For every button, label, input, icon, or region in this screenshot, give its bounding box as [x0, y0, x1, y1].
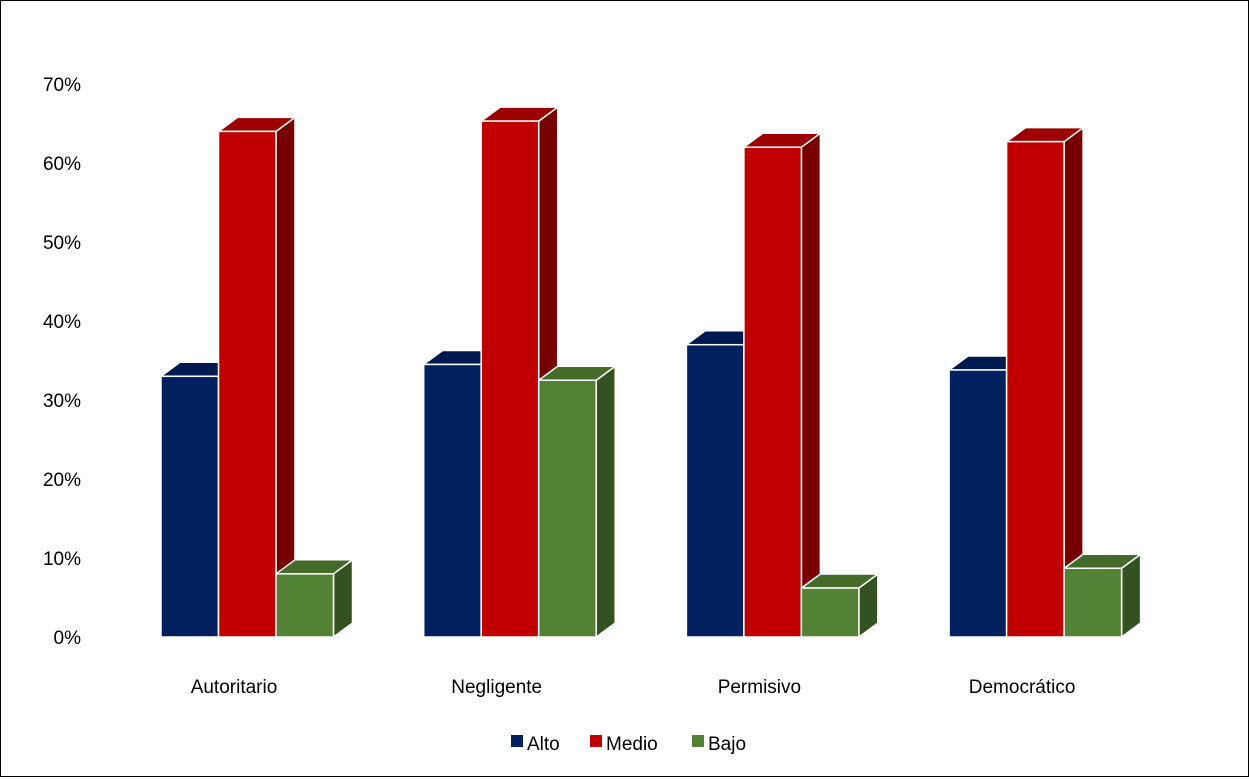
bar-side-face — [595, 365, 616, 638]
bars — [160, 106, 1142, 638]
bar-front-face — [422, 363, 482, 638]
bar-group-0 — [160, 116, 354, 638]
x-axis: Autoritario Negligente Permisivo Democrátic… — [191, 677, 1076, 698]
bar-front-face — [948, 369, 1008, 638]
x-category-label: Democrático — [969, 677, 1076, 698]
bar-side-face — [275, 116, 296, 638]
bar-medio-0 — [217, 116, 296, 638]
legend-swatch — [692, 735, 704, 747]
legend-label: Medio — [606, 734, 658, 755]
bar-front-face — [275, 573, 335, 638]
bar-group-3 — [948, 126, 1142, 638]
bar-group-1 — [422, 106, 616, 638]
legend-label: Alto — [527, 734, 560, 755]
bar-medio-3 — [1005, 126, 1084, 638]
bar-front-face — [685, 343, 745, 638]
x-category-label: Negligente — [451, 677, 542, 698]
bar-bajo-2 — [800, 573, 879, 638]
legend-item-bajo: Bajo — [692, 734, 746, 755]
legend-label: Bajo — [708, 734, 746, 755]
legend: Alto Medio Bajo — [511, 734, 746, 755]
bar-medio-2 — [743, 132, 822, 638]
bar-bajo-0 — [275, 559, 354, 638]
x-category-label: Autoritario — [191, 677, 278, 698]
y-tick-label: 0% — [54, 628, 82, 649]
y-tick-label: 60% — [43, 154, 81, 175]
legend-swatch — [590, 735, 602, 747]
bar-front-face — [743, 146, 803, 638]
bar-front-face — [160, 375, 220, 638]
y-tick-label: 40% — [43, 312, 81, 333]
legend-item-medio: Medio — [590, 734, 658, 755]
y-tick-label: 30% — [43, 391, 81, 412]
bar-front-face — [537, 379, 597, 638]
bar-front-face — [800, 587, 860, 638]
legend-swatch — [511, 735, 523, 747]
y-axis: 0% 10% 20% 30% 40% 50% 60% 70% — [43, 75, 81, 649]
bar-bajo-1 — [537, 365, 616, 638]
legend-item-alto: Alto — [511, 734, 560, 755]
y-tick-label: 50% — [43, 233, 81, 254]
bar-front-face — [1063, 567, 1123, 638]
y-tick-label: 20% — [43, 470, 81, 491]
bar-bajo-3 — [1063, 553, 1142, 638]
bar-front-face — [1005, 140, 1065, 638]
bar-group-2 — [685, 132, 879, 638]
y-tick-label: 10% — [43, 549, 81, 570]
bar-side-face — [800, 132, 822, 638]
bar-front-face — [480, 120, 540, 638]
x-category-label: Permisivo — [718, 677, 801, 698]
y-tick-label: 70% — [43, 75, 81, 96]
bar-front-face — [217, 130, 277, 638]
